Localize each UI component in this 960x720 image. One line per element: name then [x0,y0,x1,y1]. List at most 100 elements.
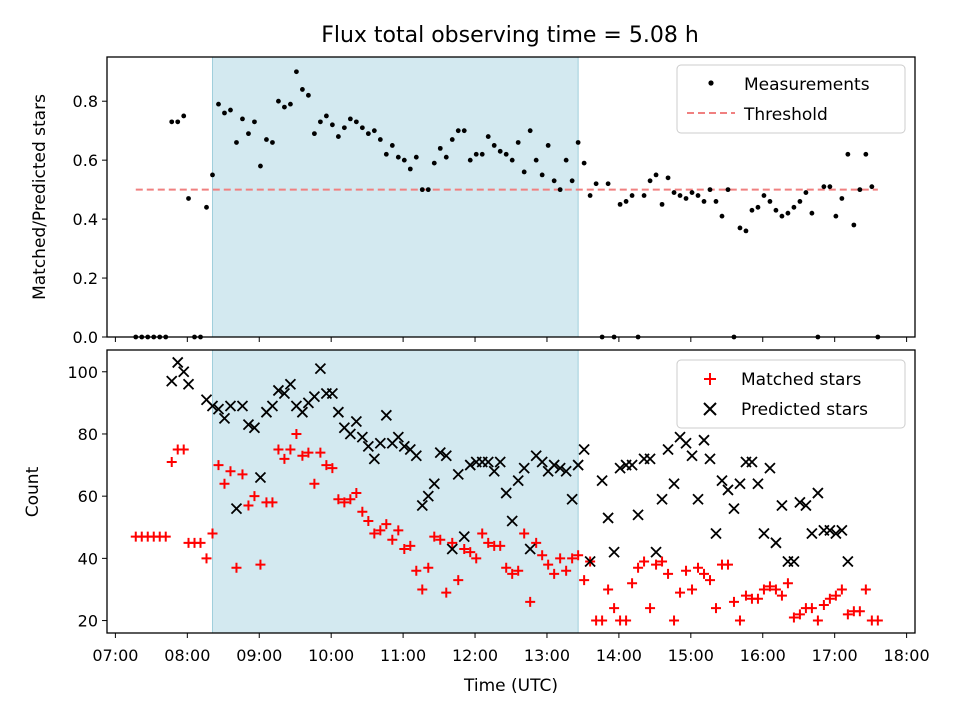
top-x-ticks [114,337,908,342]
measurement-point [311,131,317,137]
matched-star-point [573,550,584,561]
predicted-star-point [560,465,572,477]
matched-star-point [782,578,793,589]
matched-star-point [285,444,296,455]
measurement-point [359,125,365,131]
y-tick-label: 40 [78,549,98,568]
predicted-star-point [488,465,500,477]
measurement-point [485,134,491,139]
matched-star-point [267,497,278,508]
matched-star-point [806,603,817,614]
predicted-star-point [524,543,536,555]
predicted-star-point [752,478,764,490]
predicted-star-point [536,456,548,468]
matched-star-point [255,559,266,570]
measurement-point [869,184,875,190]
bottom-y-ticks: 20 40 60 80 100 [67,363,107,631]
measurement-point [689,190,695,195]
x-tick-label: 10:00 [308,646,354,665]
bottom-x-ticks: 07:00 08:00 09:00 10:00 11:00 12:00 13:00 14:00… [92,633,930,665]
matched-star-point [561,565,572,576]
x-tick-label: 15:00 [668,646,714,665]
matched-star-point [495,540,506,551]
matched-star-point [166,456,177,467]
matched-star-point [291,428,302,439]
x-tick-label: 17:00 [812,646,858,665]
measurement-point [288,101,293,107]
predicted-star-point [500,487,512,499]
matched-star-point [507,568,518,579]
matched-star-point [567,553,578,564]
matched-star-point [854,606,865,617]
predicted-star-point [776,499,788,512]
matched-star-point [231,562,242,573]
measurement-point [515,140,521,145]
predicted-star-point [602,512,614,524]
matched-star-point [794,609,805,620]
predicted-star-point [272,384,285,397]
measurement-point [341,125,347,131]
matched-star-point [860,584,871,595]
matched-star-point [693,562,704,573]
measurement-point [186,196,191,201]
predicted-star-point [248,422,261,434]
predicted-star-point [716,474,728,487]
measurement-point [701,199,707,204]
matched-star-point [273,444,284,455]
predicted-star-point [296,406,309,418]
measurement-point [300,87,305,92]
measurement-point [653,172,659,178]
matched-star-point [339,497,350,508]
matched-star-point [836,584,847,595]
predicted-star-point [566,493,578,505]
matched-star-point [309,478,320,489]
measurement-point [258,163,263,169]
matched-star-point [315,447,326,458]
matched-star-point [237,469,248,480]
predicted-star-point [626,459,638,471]
y-tick-label: 0.8 [73,92,98,111]
matched-star-point [639,556,650,567]
matched-star-point [740,590,751,601]
predicted-star-point [374,437,386,449]
matched-star-point [399,544,410,555]
predicted-star-point [632,509,644,521]
measurement-point [725,187,731,193]
predicted-star-point [572,459,584,471]
predicted-star-point [356,431,368,443]
predicted-star-point [650,546,662,558]
measurement-point [593,181,599,187]
matched-star-point [663,568,674,579]
matched-star-point [525,596,536,607]
y-tick-label: 0.6 [73,151,98,170]
measurement-point [527,128,533,134]
matched-star-point [842,609,853,620]
measurement-point [395,154,401,160]
measurement-point [389,143,395,148]
predicted-star-point [584,555,596,568]
bottom-plot-marks [130,350,883,633]
predicted-star-point [212,403,225,415]
measurement-point [264,137,269,142]
matched-star-point [447,537,458,548]
matched-star-point [219,478,230,489]
matched-star-point [417,584,428,595]
matched-star-point [429,531,440,542]
x-tick-label: 07:00 [92,646,138,665]
matched-star-point [633,562,644,573]
measurement-point [461,128,467,134]
measurement-point [617,201,623,207]
measurement-point [569,178,575,184]
bottom-legend-box [676,359,906,429]
measurement-point [246,131,251,137]
measurement-point [791,204,797,210]
predicted-star-point [362,440,374,453]
predicted-star-point [344,428,356,440]
matched-star-point [405,540,416,551]
predicted-star-point [206,400,219,412]
predicted-star-point [254,471,267,484]
matched-star-point [195,537,206,548]
predicted-star-point [788,555,800,568]
measurement-point [473,151,479,157]
